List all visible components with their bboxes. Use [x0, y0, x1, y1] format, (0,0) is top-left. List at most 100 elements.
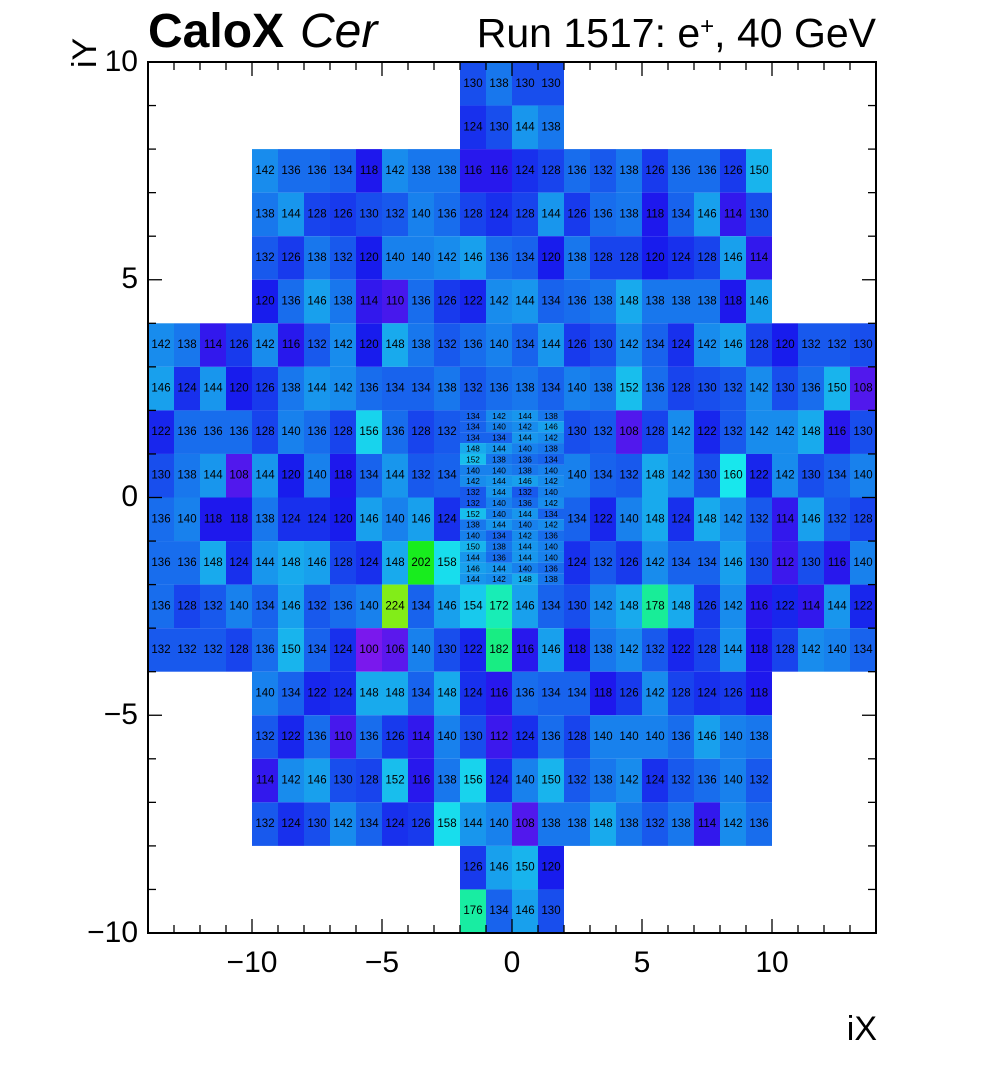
svg-text:140: 140 — [593, 731, 612, 743]
svg-text:132: 132 — [801, 339, 820, 351]
svg-text:130: 130 — [541, 78, 560, 90]
svg-text:126: 126 — [619, 557, 638, 569]
svg-text:144: 144 — [492, 487, 506, 497]
svg-text:138: 138 — [619, 818, 638, 830]
svg-text:148: 148 — [593, 818, 612, 830]
svg-text:148: 148 — [645, 470, 664, 482]
svg-text:136: 136 — [307, 165, 326, 177]
svg-text:126: 126 — [437, 296, 456, 308]
svg-text:134: 134 — [515, 339, 535, 351]
svg-text:140: 140 — [723, 731, 742, 743]
svg-text:114: 114 — [802, 600, 821, 612]
svg-text:108: 108 — [619, 426, 638, 438]
svg-text:156: 156 — [359, 426, 378, 438]
svg-text:CaloX: CaloX — [148, 5, 284, 58]
svg-text:144: 144 — [492, 444, 506, 454]
svg-text:116: 116 — [490, 165, 508, 177]
svg-text:140: 140 — [466, 531, 480, 541]
svg-text:140: 140 — [307, 470, 326, 482]
svg-text:146: 146 — [411, 513, 430, 525]
svg-text:130: 130 — [593, 339, 612, 351]
svg-text:138: 138 — [255, 208, 274, 220]
svg-text:118: 118 — [646, 208, 664, 220]
svg-text:122: 122 — [463, 296, 482, 308]
svg-text:142: 142 — [723, 513, 742, 525]
svg-text:152: 152 — [619, 383, 638, 395]
svg-text:134: 134 — [544, 509, 558, 519]
svg-text:138: 138 — [593, 383, 612, 395]
svg-text:128: 128 — [333, 426, 352, 438]
svg-text:132: 132 — [723, 383, 742, 395]
svg-text:146: 146 — [307, 296, 326, 308]
svg-text:138: 138 — [671, 296, 690, 308]
svg-text:130: 130 — [749, 208, 768, 220]
svg-text:134: 134 — [697, 557, 717, 569]
svg-text:144: 144 — [466, 574, 480, 584]
svg-text:130: 130 — [307, 818, 326, 830]
svg-text:142: 142 — [544, 520, 558, 530]
svg-text:138: 138 — [593, 775, 612, 787]
svg-text:138: 138 — [466, 520, 480, 530]
svg-text:126: 126 — [723, 687, 742, 699]
svg-text:134: 134 — [671, 208, 691, 220]
svg-text:122: 122 — [671, 644, 690, 656]
svg-text:128: 128 — [671, 687, 690, 699]
svg-text:150: 150 — [827, 383, 846, 395]
svg-text:144: 144 — [515, 121, 535, 133]
svg-text:118: 118 — [750, 687, 768, 699]
svg-text:140: 140 — [492, 422, 506, 432]
svg-text:148: 148 — [385, 557, 404, 569]
svg-text:128: 128 — [255, 426, 274, 438]
svg-text:144: 144 — [463, 818, 483, 830]
svg-text:130: 130 — [697, 470, 716, 482]
svg-text:132: 132 — [177, 644, 196, 656]
svg-text:122: 122 — [749, 470, 768, 482]
svg-text:142: 142 — [437, 252, 456, 264]
svg-text:118: 118 — [724, 296, 742, 308]
svg-text:144: 144 — [203, 470, 223, 482]
svg-text:136: 136 — [177, 557, 196, 569]
svg-text:142: 142 — [518, 422, 532, 432]
svg-text:134: 134 — [567, 687, 587, 699]
svg-text:224: 224 — [385, 600, 405, 612]
svg-text:134: 134 — [541, 383, 561, 395]
svg-text:124: 124 — [515, 731, 535, 743]
svg-text:116: 116 — [282, 339, 300, 351]
svg-text:128: 128 — [541, 165, 560, 177]
svg-text:148: 148 — [281, 557, 300, 569]
svg-text:118: 118 — [568, 644, 586, 656]
svg-text:132: 132 — [827, 513, 846, 525]
svg-text:160: 160 — [723, 470, 742, 482]
svg-text:140: 140 — [515, 775, 534, 787]
svg-text:134: 134 — [466, 433, 480, 443]
svg-text:132: 132 — [827, 339, 846, 351]
svg-text:−10: −10 — [227, 946, 278, 979]
svg-text:146: 146 — [749, 296, 768, 308]
svg-text:148: 148 — [619, 600, 638, 612]
svg-text:146: 146 — [697, 731, 716, 743]
svg-text:138: 138 — [333, 296, 352, 308]
svg-text:134: 134 — [411, 600, 431, 612]
svg-text:146: 146 — [723, 252, 742, 264]
svg-text:130: 130 — [749, 557, 768, 569]
svg-text:138: 138 — [541, 818, 560, 830]
svg-text:136: 136 — [671, 165, 690, 177]
svg-text:140: 140 — [492, 509, 506, 519]
svg-text:114: 114 — [724, 208, 743, 220]
svg-text:134: 134 — [359, 470, 379, 482]
svg-text:144: 144 — [518, 552, 532, 562]
svg-text:142: 142 — [749, 383, 768, 395]
svg-text:128: 128 — [229, 644, 248, 656]
svg-text:138: 138 — [671, 818, 690, 830]
svg-text:140: 140 — [853, 470, 872, 482]
svg-text:138: 138 — [518, 465, 532, 475]
svg-text:138: 138 — [515, 383, 534, 395]
svg-text:132: 132 — [593, 165, 612, 177]
svg-text:124: 124 — [567, 557, 587, 569]
svg-text:124: 124 — [489, 775, 509, 787]
svg-text:130: 130 — [489, 121, 508, 133]
svg-text:140: 140 — [518, 563, 532, 573]
svg-text:148: 148 — [697, 513, 716, 525]
svg-text:iX: iX — [847, 1010, 877, 1048]
svg-text:108: 108 — [229, 470, 248, 482]
